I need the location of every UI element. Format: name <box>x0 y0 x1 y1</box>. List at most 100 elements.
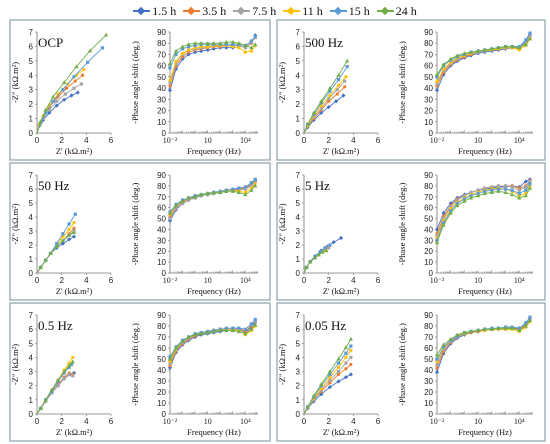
x-tick-label: 10⁻² <box>163 276 178 285</box>
bode-data-point <box>231 42 235 46</box>
y-tick-label: 20 <box>424 388 433 397</box>
y-tick-label: 50 <box>424 215 433 224</box>
bode-data-point <box>249 327 254 331</box>
bode-data-point <box>449 204 453 209</box>
y-tick-label: 2 <box>296 100 301 109</box>
x-tick-label: 0 <box>302 136 307 145</box>
y-tick-label: 0 <box>429 129 434 138</box>
nyquist-data-point <box>61 232 65 236</box>
bode-data-point <box>528 34 532 39</box>
bode-data-point <box>441 216 446 221</box>
x-tick-label: 10⁴ <box>514 417 525 426</box>
y-tick-label: 4 <box>296 71 301 80</box>
nyquist-data-point <box>81 73 85 77</box>
y-tick-label: 70 <box>424 50 433 59</box>
y-axis-label: -Phase angle shift (deg.) <box>130 41 140 124</box>
bode-data-point <box>468 329 474 334</box>
bode-data-point <box>249 184 254 188</box>
x-tick-label: 10 <box>474 417 482 426</box>
nyquist-data-point <box>311 110 316 115</box>
y-tick-label: 0 <box>429 410 434 419</box>
nyquist-data-point <box>313 255 318 260</box>
bode-data-point <box>249 322 254 326</box>
x-tick-label: 10 <box>204 136 212 145</box>
bode-data-point <box>174 59 178 63</box>
bode-data-point <box>441 67 446 71</box>
nyquist-data-point <box>336 73 341 77</box>
bode-data-point <box>483 186 487 190</box>
y-tick-label: 40 <box>157 84 166 93</box>
nyquist-data-point <box>327 385 332 390</box>
legend-label: 3.5 h <box>202 3 227 18</box>
y-tick-label: 2 <box>296 382 301 391</box>
bode-data-point <box>524 38 528 42</box>
bode-data-point <box>168 361 172 365</box>
x-tick-label: 4 <box>351 276 356 285</box>
y-tick-label: 20 <box>157 247 166 256</box>
bode-data-point <box>517 191 521 196</box>
x-tick-label: 10 <box>474 136 482 145</box>
x-tick-label: 0 <box>35 136 40 145</box>
nyquist-data-point <box>74 64 79 69</box>
nyquist-data-point <box>344 75 348 79</box>
y-tick-label: 30 <box>157 236 166 245</box>
bode-data-point <box>496 184 501 188</box>
y-tick-label: 10 <box>157 258 166 267</box>
y-tick-label: 10 <box>157 118 166 127</box>
bode-data-point <box>455 203 460 208</box>
y-tick-label: 90 <box>157 171 166 180</box>
y-tick-label: 20 <box>157 107 166 116</box>
bode-data-point <box>173 48 179 53</box>
nyquist-data-point <box>341 93 346 98</box>
nyquist-data-point <box>318 250 322 254</box>
y-tick-label: 7 <box>29 171 34 180</box>
bode-data-point <box>186 195 191 200</box>
bode-data-point <box>441 342 446 347</box>
nyquist-data-point <box>335 88 339 92</box>
x-tick-label: 6 <box>109 276 114 285</box>
bode-data-point <box>528 179 532 184</box>
bode-data-point <box>243 327 248 331</box>
nyquist-data-point <box>327 86 332 90</box>
bode-data-point <box>243 46 248 50</box>
x-axis-label: Z' (kΩ.m²) <box>56 427 93 437</box>
bode-data-point <box>237 46 241 50</box>
bode-data-point <box>243 331 248 336</box>
nyquist-data-point <box>43 107 48 112</box>
bode-data-point <box>230 189 235 193</box>
legend-label: 24 h <box>395 3 417 18</box>
bode-data-point <box>462 198 467 203</box>
bode-data-point <box>180 47 185 51</box>
y-tick-label: 1 <box>296 115 301 124</box>
bode-data-point <box>482 191 487 196</box>
x-axis-label: Frequency (Hz) <box>458 146 512 156</box>
bode-data-point <box>448 210 453 215</box>
bode-data-point <box>524 321 528 325</box>
nyquist-data-point <box>320 249 325 254</box>
y-tick-label: 3 <box>296 86 301 95</box>
bode-data-point <box>174 61 178 66</box>
bode-data-point <box>476 48 481 53</box>
nyquist-data-point <box>62 97 67 102</box>
nyquist-data-point <box>336 83 341 87</box>
nyquist-data-point <box>72 75 76 79</box>
nyquist-data-point <box>343 375 349 380</box>
bode-data-point <box>434 72 440 77</box>
nyquist-data-point <box>328 381 332 385</box>
y-tick-label: 2 <box>29 100 34 109</box>
bode-data-point <box>524 188 528 192</box>
bode-data-point <box>253 322 258 327</box>
y-tick-label: 60 <box>157 344 166 353</box>
y-tick-label: 0 <box>162 269 167 278</box>
nyquist-data-point <box>70 359 75 364</box>
y-tick-label: 5 <box>29 339 34 348</box>
bode-data-point <box>503 44 508 49</box>
bode-data-point <box>249 49 254 53</box>
bode-data-point <box>230 39 235 44</box>
bode-data-point <box>249 188 254 192</box>
y-tick-label: 7 <box>296 311 301 320</box>
bode-data-point <box>193 43 197 48</box>
nyquist-data-point <box>72 86 76 90</box>
bode-data-point <box>441 222 446 227</box>
x-tick-label: 10⁴ <box>240 136 251 145</box>
